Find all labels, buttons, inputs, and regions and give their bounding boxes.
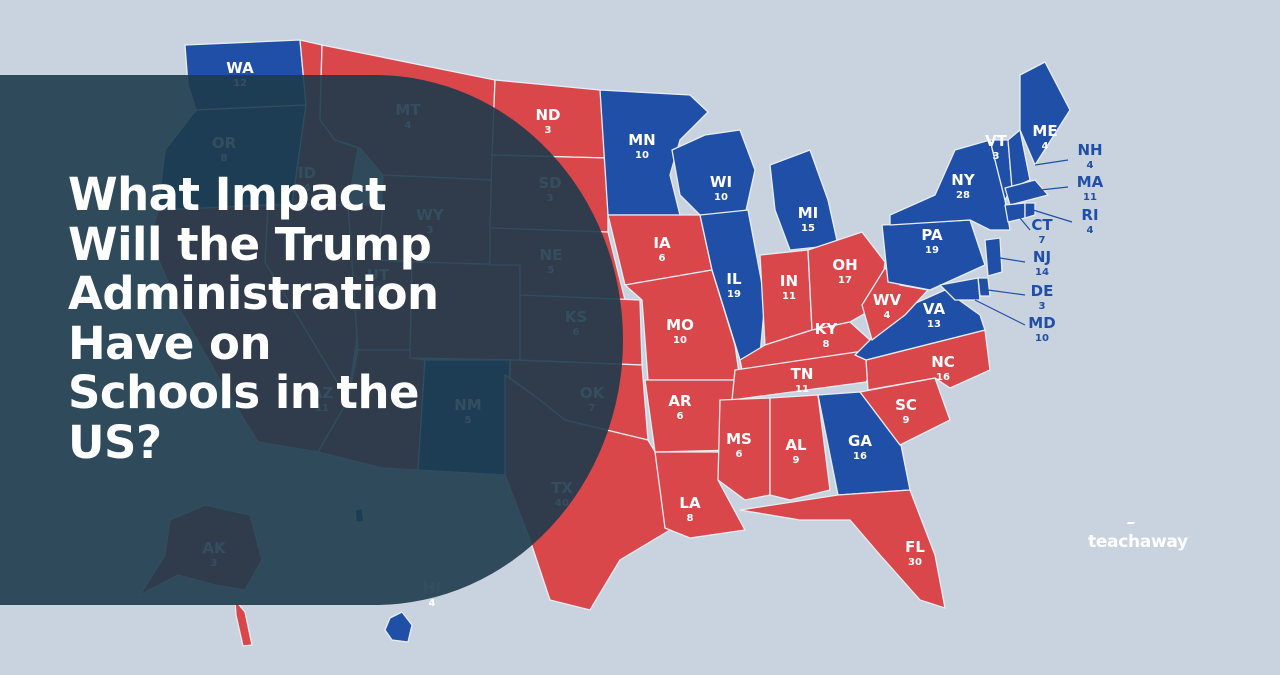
headline-line: US? (68, 415, 162, 469)
state-label-mn: MN (628, 131, 655, 149)
state-votes-tn: 11 (795, 384, 809, 395)
state-label-ny: NY (951, 171, 976, 189)
state-votes-me: 4 (1042, 141, 1049, 152)
state-label-al: AL (785, 436, 807, 454)
state-votes-mn: 10 (635, 150, 649, 161)
state-RI (1024, 202, 1036, 219)
state-votes-de: 3 (1039, 301, 1046, 312)
state-label-mi: MI (798, 204, 819, 222)
state-label-oh: OH (832, 256, 857, 274)
state-votes-in: 11 (782, 291, 796, 302)
headline: What Impact Will the Trump Administratio… (68, 170, 568, 467)
state-label-nh: NH (1077, 141, 1102, 159)
state-label-nc: NC (931, 353, 955, 371)
state-label-ma: MA (1077, 173, 1104, 191)
state-votes-va: 13 (927, 319, 941, 330)
state-votes-ga: 16 (853, 451, 867, 462)
state-votes-la: 8 (687, 513, 694, 524)
state-label-ky: KY (815, 320, 839, 338)
state-votes-ri: 4 (1087, 225, 1094, 236)
headline-line: Schools in the (68, 366, 420, 419)
state-label-ct: CT (1031, 216, 1053, 234)
state-votes-il: 19 (727, 289, 741, 300)
state-label-mo: MO (666, 316, 694, 334)
headline-line: Have on (68, 316, 272, 370)
state-votes-ia: 6 (659, 253, 666, 264)
state-votes-ct: 7 (1039, 235, 1046, 246)
state-votes-fl: 30 (908, 557, 922, 568)
state-FL (739, 489, 946, 609)
state-GA (817, 391, 911, 496)
state-label-wv: WV (873, 291, 902, 309)
state-label-ga: GA (848, 432, 872, 450)
state-NH (1007, 129, 1031, 189)
state-label-la: LA (679, 494, 701, 512)
state-votes-ma: 11 (1083, 192, 1097, 203)
state-MS (717, 397, 771, 501)
state-label-ri: RI (1081, 206, 1098, 224)
state-votes-al: 9 (793, 455, 800, 466)
northeast-leader-lines (974, 159, 1073, 326)
state-votes-sc: 9 (903, 415, 910, 426)
state-MA (1004, 179, 1049, 206)
state-label-wi: WI (710, 173, 732, 191)
state-label-nd: ND (535, 106, 560, 124)
state-AK-tail (234, 599, 253, 647)
state-label-me: ME (1032, 122, 1057, 140)
state-votes-hi: 4 (429, 598, 436, 609)
state-label-va: VA (923, 300, 946, 318)
state-votes-nh: 4 (1087, 160, 1094, 171)
state-label-in: IN (780, 272, 798, 290)
state-votes-mi: 15 (801, 223, 815, 234)
state-label-sc: SC (895, 396, 917, 414)
headline-line: What Impact (68, 168, 387, 221)
state-label-de: DE (1031, 282, 1054, 300)
state-label-tn: TN (791, 365, 814, 383)
state-votes-nd: 3 (545, 125, 552, 136)
headline-line: Administration (68, 267, 439, 320)
state-votes-mo: 10 (673, 335, 687, 346)
state-label-fl: FL (905, 538, 925, 556)
state-label-vt: VT (985, 132, 1008, 150)
state-votes-ky: 8 (823, 339, 830, 350)
state-HI (384, 611, 413, 643)
state-label-il: IL (726, 270, 742, 288)
state-label-ia: IA (653, 234, 671, 252)
state-votes-ar: 6 (677, 411, 684, 422)
state-ME (1019, 61, 1071, 166)
state-label-ar: AR (668, 392, 692, 410)
state-votes-ny: 28 (956, 190, 970, 201)
state-votes-wv: 4 (884, 310, 891, 321)
state-votes-wi: 10 (714, 192, 728, 203)
state-votes-vt: 3 (993, 151, 1000, 162)
state-WI (671, 129, 756, 216)
state-votes-md: 10 (1035, 333, 1049, 344)
state-AL (769, 394, 831, 501)
state-NJ (984, 237, 1003, 277)
state-votes-nj: 14 (1035, 267, 1049, 278)
state-votes-pa: 19 (925, 245, 939, 256)
state-MD (939, 277, 981, 301)
state-label-pa: PA (921, 226, 943, 244)
headline-line: Will the Trump (68, 217, 432, 271)
state-votes-nc: 16 (936, 372, 950, 383)
state-votes-ms: 6 (736, 449, 743, 460)
state-label-nj: NJ (1033, 248, 1051, 266)
state-votes-oh: 17 (838, 275, 852, 286)
state-label-wa: WA (226, 59, 254, 77)
state-label-ms: MS (726, 430, 752, 448)
state-label-md: MD (1028, 314, 1055, 332)
teachaway-logo[interactable]: teachaway (1088, 532, 1188, 552)
